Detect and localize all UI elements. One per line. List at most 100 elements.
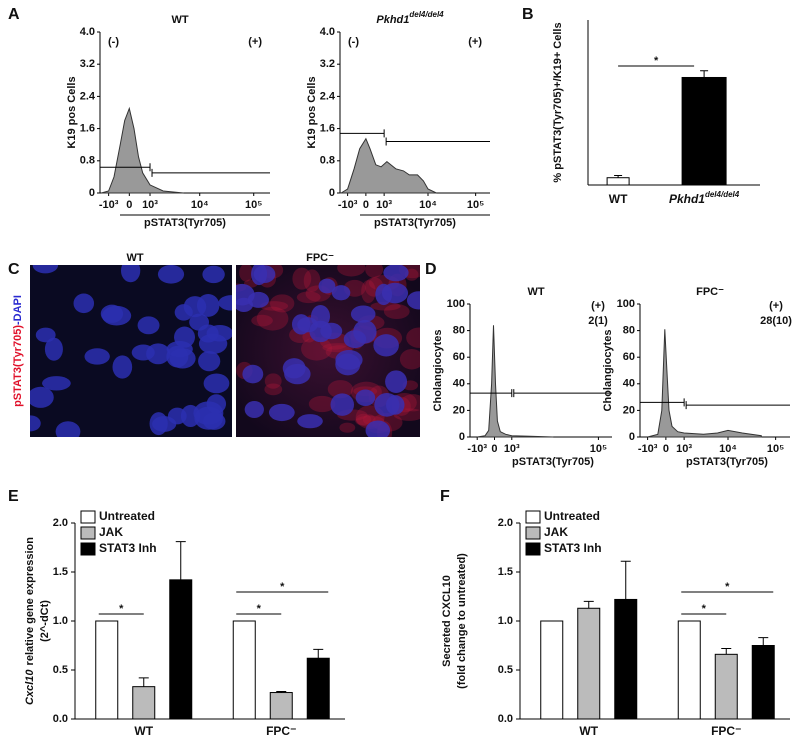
stain — [292, 267, 312, 290]
x-tick-label: -10³ — [99, 199, 119, 211]
chart-title: WT — [527, 286, 544, 298]
y-tick-label: 100 — [447, 298, 465, 310]
significance-label: * — [119, 603, 124, 615]
y-axis-label: (fold change to untreated) — [456, 553, 468, 689]
nucleus — [355, 389, 376, 406]
nuclei — [30, 265, 232, 437]
chart-title: FPC⁻ — [696, 286, 724, 298]
x-tick-label: 10⁵ — [467, 199, 484, 211]
legend-swatch — [80, 542, 96, 556]
stain — [383, 304, 410, 320]
y-axis-label: (2^-dCt) — [39, 600, 51, 642]
gate-label: (+) — [468, 36, 482, 48]
y-tick-label: 3.2 — [80, 58, 95, 70]
nucleus — [30, 415, 41, 432]
gate-label: (+) — [769, 300, 783, 312]
x-axis-label: pSTAT3(Tyr705) — [144, 217, 226, 229]
stain — [339, 422, 356, 433]
chart-title: Pkhd1del4/del4 — [376, 10, 444, 26]
bar — [714, 653, 738, 720]
legend-label: STAT3 Inh — [99, 541, 157, 555]
panel-label: F — [440, 488, 450, 505]
x-tick-label: FPC⁻ — [266, 724, 296, 738]
image-ylabel: pSTAT3(Tyr705)-DAPI — [12, 295, 24, 407]
y-tick-label: 0.0 — [498, 713, 513, 725]
legend-swatch — [80, 510, 96, 524]
stain — [322, 343, 355, 353]
y-axis-label: Secreted CXCL10 — [441, 575, 453, 667]
error-bar — [175, 541, 186, 580]
nucleus — [385, 370, 408, 393]
nucleus — [365, 420, 391, 437]
significance-label: * — [280, 581, 285, 593]
count-label: 2(1) — [588, 315, 608, 327]
gate-label: (+) — [591, 300, 605, 312]
text-part: relative gene expression — [24, 537, 36, 666]
gate-label: (-) — [108, 36, 119, 48]
y-tick-label: 60 — [453, 351, 465, 363]
stain — [269, 294, 295, 313]
legend-label: STAT3 Inh — [544, 541, 602, 555]
nucleus — [242, 364, 264, 384]
chart-title: WT — [171, 14, 188, 26]
y-tick-label: 60 — [623, 351, 635, 363]
image-title: FPC⁻ — [306, 252, 334, 264]
nucleus — [297, 317, 319, 333]
x-tick-label: 10⁵ — [767, 443, 784, 455]
error-bar — [758, 637, 769, 646]
nucleus — [30, 386, 54, 408]
histogram — [647, 329, 762, 438]
nucleus — [218, 295, 232, 311]
stain — [327, 380, 354, 399]
panel-label: E — [8, 488, 19, 505]
stain — [355, 413, 372, 426]
nucleus — [318, 278, 336, 294]
count-label: 28(10) — [760, 315, 792, 327]
y-axis-label: K19 pos Cells — [66, 76, 78, 148]
legend-label: Untreated — [99, 509, 155, 523]
y-tick-label: 4.0 — [320, 26, 335, 38]
x-tick-label: Pkhd1del4/del4 — [669, 190, 740, 206]
x-tick-label: 10³ — [142, 199, 158, 211]
x-tick-label: 10⁴ — [191, 199, 209, 211]
x-tick-label: WT — [134, 724, 153, 738]
nucleus — [100, 304, 124, 323]
bar — [269, 692, 293, 720]
sup-part: del4/del4 — [705, 190, 740, 199]
image-title: WT — [126, 252, 143, 264]
legend-swatch — [525, 510, 541, 524]
nucleus — [55, 421, 81, 437]
label-part: pSTAT3(Tyr705) — [12, 325, 24, 407]
x-axis-label: pSTAT3(Tyr705) — [374, 217, 456, 229]
y-tick-label: 1.0 — [498, 615, 513, 627]
nucleus — [330, 393, 355, 416]
y-tick-label: 80 — [453, 325, 465, 337]
y-tick-label: 1.6 — [320, 123, 335, 135]
legend-swatch — [80, 526, 96, 540]
y-tick-label: 1.5 — [498, 566, 513, 578]
nucleus — [42, 376, 71, 391]
nucleus — [331, 285, 351, 301]
bar — [540, 620, 564, 720]
nucleus — [112, 355, 133, 379]
y-axis-label: Cxcl10 relative gene expression — [24, 537, 36, 705]
nucleus — [381, 282, 409, 304]
stain — [264, 383, 283, 396]
panel-label: B — [522, 6, 534, 23]
error-bar — [700, 70, 709, 78]
x-axis-label: pSTAT3(Tyr705) — [686, 456, 768, 468]
legend-label: JAK — [544, 525, 568, 539]
italic-part: Cxcl10 — [24, 669, 36, 705]
gate — [640, 398, 790, 410]
significance-label: * — [654, 55, 659, 67]
y-tick-label: 0 — [89, 187, 95, 199]
stain — [264, 373, 282, 389]
stain — [370, 301, 401, 311]
nucleus — [146, 343, 171, 365]
nucleus — [157, 265, 185, 284]
nucleus — [244, 401, 264, 419]
y-axis-label: Cholangiocytes — [432, 330, 444, 412]
y-tick-label: 2.4 — [80, 90, 96, 102]
x-tick-label: 0 — [663, 443, 669, 455]
